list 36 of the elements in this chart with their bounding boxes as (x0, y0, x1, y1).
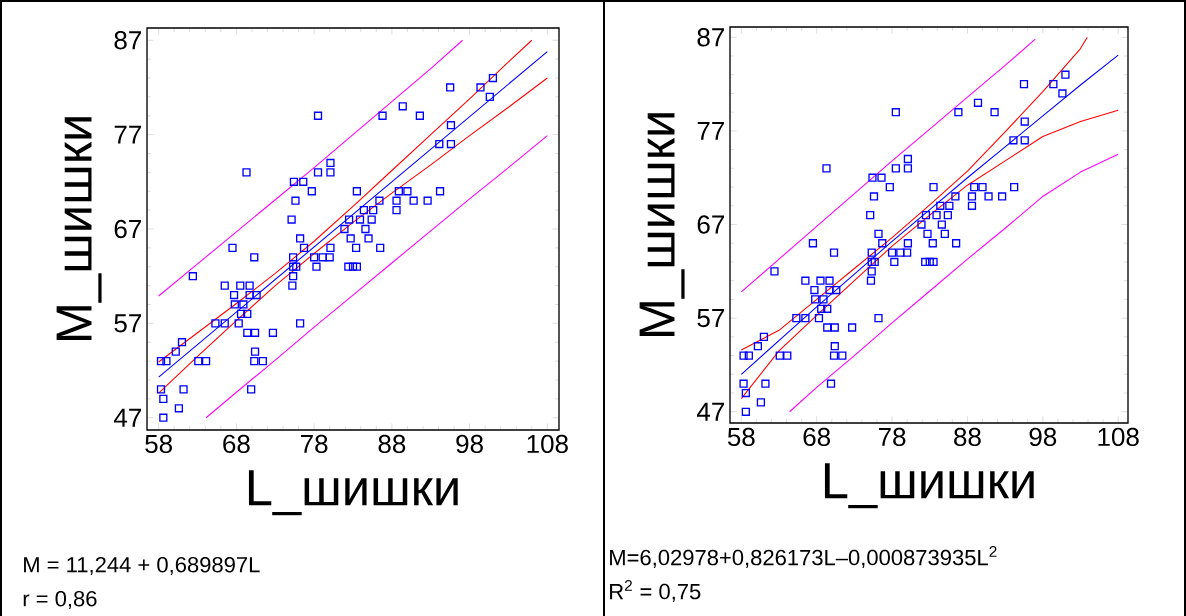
x-tick-label: 88 (378, 434, 406, 454)
line-series (740, 109, 1119, 400)
text: R$^{2}$ = 0,75 (610, 580, 701, 602)
x-tick-label: 98 (1029, 427, 1057, 447)
x-tick-label: 58 (145, 434, 172, 454)
text: M = 11,244 + 0,689897L (24, 556, 260, 576)
y-tick-label: 67 (697, 215, 724, 234)
x-tick-label: 88 (954, 427, 981, 447)
x-tick-label: 58 (727, 427, 755, 447)
x-axis-title: L_шишки (248, 470, 458, 516)
line-series (205, 135, 548, 419)
y-tick-label: 67 (114, 219, 141, 239)
y-tick-label: 57 (697, 309, 724, 328)
y-tick-label: 87 (114, 31, 141, 50)
y-tick-label: 77 (114, 125, 141, 144)
text: M=6,02978+0,826173L–0,000873935L$^{2}$ (610, 546, 997, 568)
line-series (740, 38, 1036, 293)
x-tick-label: 68 (803, 427, 830, 447)
x-tick-label: 108 (527, 434, 568, 454)
x-tick-label: 68 (223, 434, 250, 454)
text: r = 0,86 (23, 590, 97, 610)
y-tick-label: 57 (114, 314, 141, 333)
x-tick-label: 108 (1098, 427, 1139, 447)
y-tick-label: 47 (696, 402, 724, 421)
y-axis-title: M_шишки (639, 113, 685, 337)
y-axis-title: M_шишки (56, 117, 102, 341)
y-tick-label: 77 (697, 121, 724, 140)
line-series (158, 39, 464, 297)
x-tick-label: 78 (301, 434, 328, 454)
y-tick-label: 87 (697, 28, 724, 47)
x-tick-label: 98 (456, 434, 483, 454)
x-tick-label: 78 (878, 427, 906, 447)
x-axis-title: L_шишки (824, 463, 1034, 509)
line-series (789, 153, 1119, 413)
y-tick-label: 47 (113, 408, 141, 427)
line-series (740, 36, 1088, 351)
